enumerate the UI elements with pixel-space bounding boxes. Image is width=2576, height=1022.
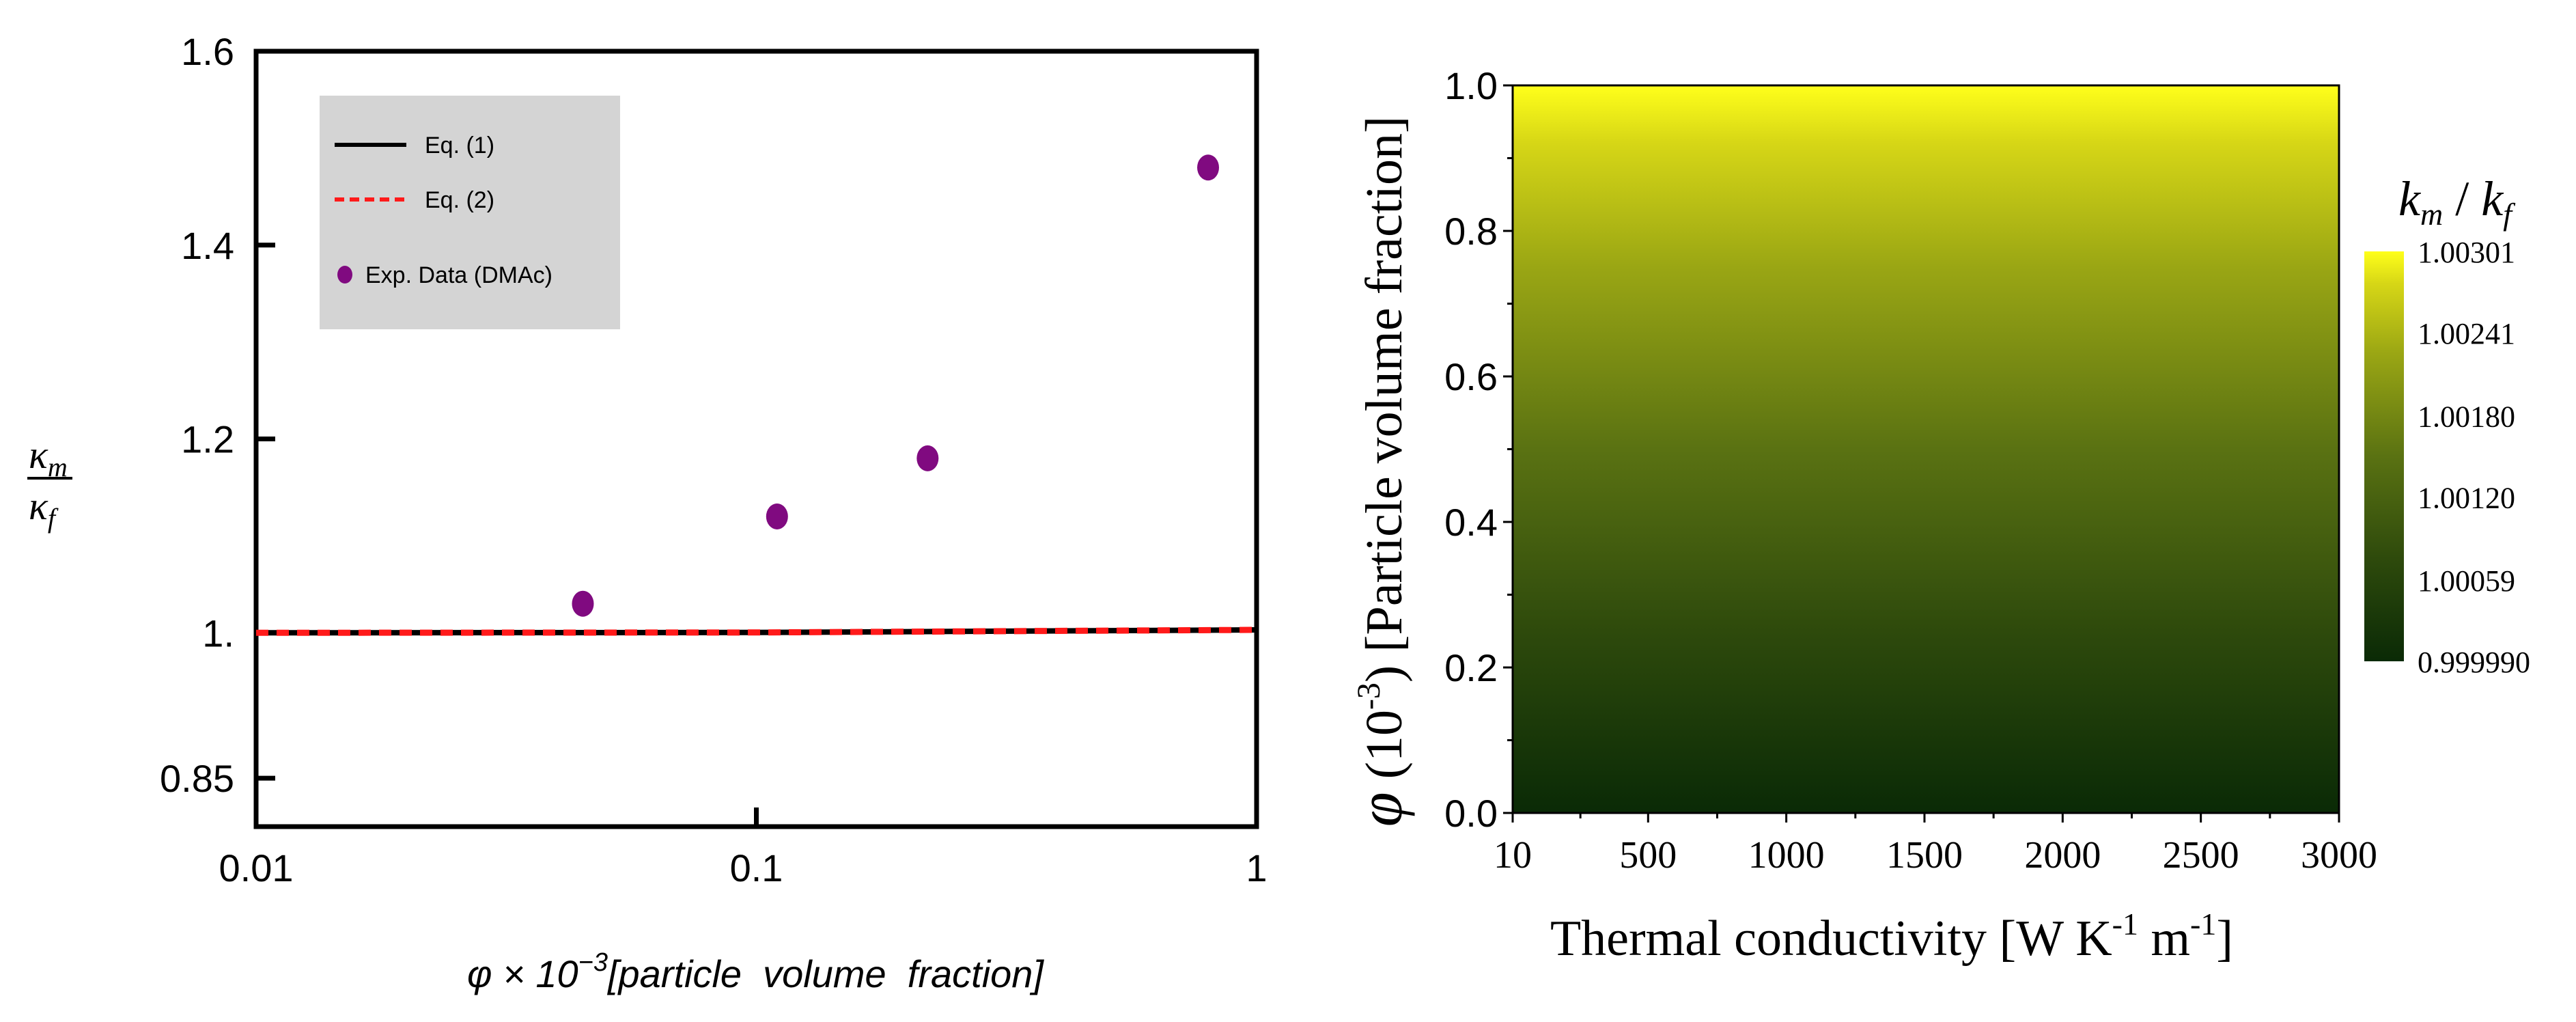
heatmap-y-ticks: 0.0 0.2 0.4 0.6 0.8 1.0 (1444, 64, 1513, 835)
heatmap-x-tick-label: 1000 (1748, 834, 1825, 876)
left-y-tick-label: 1. (202, 611, 234, 654)
left-y-axis-label: κm κf (27, 432, 72, 534)
left-legend: Eq. (1) Eq. (2) Exp. Data (DMAc) (320, 96, 620, 329)
exp-data-point (1197, 154, 1220, 181)
colorbar: km / kf 1.003011.002411.001801.001201.00… (2364, 171, 2530, 679)
heatmap-y-tick-label: 1.0 (1444, 64, 1498, 107)
heatmap-x-tick-label: 2500 (2163, 834, 2239, 876)
legend-label-eq1: Eq. (1) (425, 133, 494, 158)
colorbar-ticks: 1.00301 1.00241 1.00180 1.00120 1.00059 0.999… (2418, 236, 2530, 679)
heatmap-y-tick-label: 0.2 (1444, 646, 1498, 689)
legend-label-eq2: Eq. (2) (425, 187, 494, 213)
left-y-tick-label: 0.85 (160, 757, 234, 800)
legend-marker-exp (337, 266, 352, 284)
left-chart: 0.85 1. 1.2 1.4 1.6 0.01 0.1 1 Eq. (1) Eq. (2)… (27, 30, 1268, 995)
heatmap-x-tick-label: 10 (1494, 834, 1532, 876)
right-chart: 0.0 0.2 0.4 0.6 0.8 1.0 10 500 1000 1500 2000 2500… (1345, 64, 2530, 967)
heatmap-x-tick-label: 1500 (1886, 834, 1963, 876)
left-y-tick-label: 1.2 (181, 418, 234, 461)
colorbar-tick-label: 0.999990 (2418, 646, 2530, 679)
left-x-tick-label: 0.01 (219, 846, 294, 889)
exp-data-point (766, 503, 788, 529)
left-x-tick-label: 0.1 (730, 846, 783, 889)
heatmap-x-axis-label: Thermal conductivity [W K-1 m-1] (1550, 907, 2233, 967)
colorbar-tick-label: 1.00301 (2418, 236, 2515, 269)
heatmap-y-axis-label: φ (10-3) [Particle volume fraction] (1345, 116, 1415, 827)
y-label-denominator: κf (29, 484, 59, 534)
colorbar-tick-label: 1.00241 (2418, 317, 2515, 350)
left-y-tick-label: 1.4 (181, 224, 234, 267)
left-x-axis-label: φ × 10−3[particle volume fraction] (467, 948, 1044, 995)
colorbar-gradient (2364, 251, 2404, 661)
left-x-tick-label: 1 (1246, 846, 1267, 889)
left-data-points (572, 154, 1220, 617)
heatmap-y-tick-label: 0.6 (1444, 355, 1498, 398)
left-series-lines (255, 626, 1257, 636)
left-x-ticks: 0.01 0.1 1 (219, 807, 1268, 889)
left-y-ticks: 0.85 1. 1.2 1.4 1.6 (160, 30, 275, 800)
series-line-eq2 (255, 626, 1257, 636)
heatmap-y-tick-label: 0.8 (1444, 210, 1498, 253)
colorbar-tick-label: 1.00180 (2418, 400, 2515, 433)
heatmap-area (1513, 85, 2339, 813)
exp-data-point (572, 590, 594, 617)
legend-label-exp: Exp. Data (DMAc) (365, 262, 552, 288)
colorbar-tick-label: 1.00120 (2418, 482, 2515, 515)
heatmap-y-tick-label: 0.4 (1444, 501, 1498, 544)
heatmap-x-tick-label: 500 (1619, 834, 1677, 876)
legend-box (320, 96, 620, 329)
y-label-numerator: κm (29, 432, 68, 482)
exp-data-point (916, 445, 939, 471)
heatmap-x-tick-label: 2000 (2024, 834, 2101, 876)
heatmap-x-ticks: 10 500 1000 1500 2000 2500 3000 (1494, 813, 2377, 876)
colorbar-title: km / kf (2398, 171, 2516, 232)
colorbar-tick-label: 1.00059 (2418, 564, 2515, 598)
left-y-tick-label: 1.6 (181, 30, 234, 73)
heatmap-y-tick-label: 0.0 (1444, 792, 1498, 835)
heatmap-x-tick-label: 3000 (2301, 834, 2377, 876)
